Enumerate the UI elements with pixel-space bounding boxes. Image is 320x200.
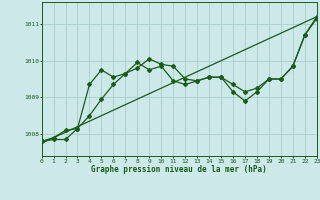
- X-axis label: Graphe pression niveau de la mer (hPa): Graphe pression niveau de la mer (hPa): [91, 165, 267, 174]
